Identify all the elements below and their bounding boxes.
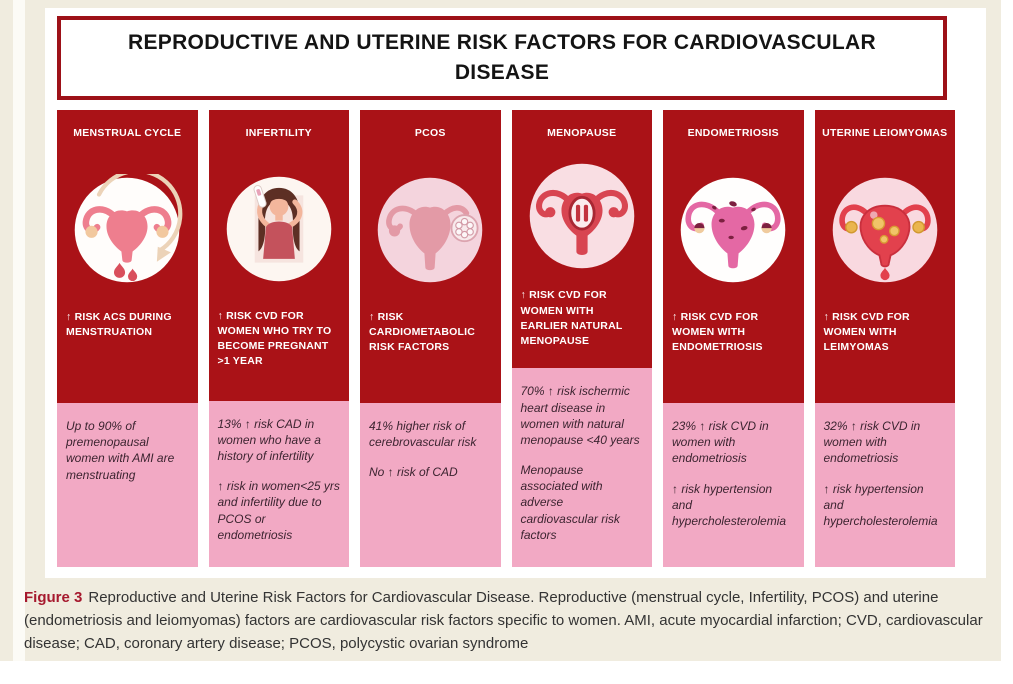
detail-item: ↑ risk hypertension and hypercholesterol… <box>823 481 938 528</box>
column-pcos: PCOS ↑ RISK CARDIOMETABOLIC RI <box>360 110 501 567</box>
column-header: MENOPAUSE <box>547 127 617 139</box>
column-details: 13% ↑ risk CAD in women who have a histo… <box>208 400 349 567</box>
pcos-icon <box>360 166 501 294</box>
column-header: MENSTRUAL CYCLE <box>73 127 182 139</box>
column-risk-statement: ↑ RISK CVD FOR WOMEN WITH LEIMYOMAS <box>823 311 910 354</box>
column-endometriosis: ENDOMETRIOSIS <box>663 110 804 567</box>
detail-item: 13% ↑ risk CAD in women who have a histo… <box>217 416 321 464</box>
column-risk-statement: ↑ RISK ACS DURING MENSTRUATION <box>66 311 172 339</box>
column-header: INFERTILITY <box>245 127 312 139</box>
detail-item: Up to 90% of premenopausal women with AM… <box>66 419 175 482</box>
column-details: Up to 90% of premenopausal women with AM… <box>57 403 198 567</box>
column-menopause: MENOPAUSE ↑ RISK CVD FOR WOMEN WITH EARL… <box>511 110 653 567</box>
detail-item: 23% ↑ risk CVD in women with endometrios… <box>672 419 769 466</box>
detail-item: ↑ risk in women<25 yrs and infertility d… <box>217 479 340 542</box>
column-risk-statement: ↑ RISK CVD FOR WOMEN WITH ENDOMETRIOSIS <box>672 311 763 354</box>
column-risk-statement: ↑ RISK CVD FOR WOMEN WHO TRY TO BECOME P… <box>217 309 332 368</box>
column-details: 23% ↑ risk CVD in women with endometrios… <box>663 403 804 567</box>
endometriosis-icon <box>663 166 804 294</box>
infertility-icon <box>209 166 350 293</box>
menstrual-cycle-icon <box>57 166 198 294</box>
column-infertility: INFERTILITY ↑ R <box>208 110 350 567</box>
column-details: 70% ↑ risk ischermic heart disease in wo… <box>511 368 652 567</box>
column-details: 41% higher risk of cerebrovascular risk … <box>360 403 501 567</box>
detail-item: Menopause associated with adverse cardio… <box>520 463 620 542</box>
column-header: UTERINE LEIOMYOMAS <box>822 127 948 139</box>
detail-item: 41% higher risk of cerebrovascular risk <box>369 419 477 450</box>
figure-caption-label: Figure 3 <box>24 589 83 606</box>
detail-item: ↑ risk hypertension and hypercholesterol… <box>672 481 787 528</box>
figure-panel: REPRODUCTIVE AND UTERINE RISK FACTORS FO… <box>45 8 986 578</box>
uterine-leiomyomas-icon <box>815 166 956 294</box>
figure-caption-text: Reproductive and Uterine Risk Factors fo… <box>24 589 983 652</box>
column-header: ENDOMETRIOSIS <box>687 127 779 139</box>
detail-item: 70% ↑ risk ischermic heart disease in wo… <box>520 384 640 447</box>
menopause-icon <box>512 160 653 272</box>
column-header: PCOS <box>414 127 446 139</box>
figure-title: REPRODUCTIVE AND UTERINE RISK FACTORS FO… <box>128 30 876 84</box>
detail-item: No ↑ risk of CAD <box>369 465 458 480</box>
page-margin-strip <box>13 0 25 661</box>
column-risk-statement: ↑ RISK CVD FOR WOMEN WITH EARLIER NATURA… <box>520 289 623 348</box>
figure-title-box: REPRODUCTIVE AND UTERINE RISK FACTORS FO… <box>57 16 947 100</box>
column-menstrual-cycle: MENSTRUAL CYCLE ↑ RISK ACS DURING MENSTR… <box>57 110 198 567</box>
detail-item: 32% ↑ risk CVD in women with endometrios… <box>823 419 921 466</box>
column-risk-statement: ↑ RISK CARDIOMETABOLIC RISK FACTORS <box>369 311 476 354</box>
figure-caption: Figure 3 Reproductive and Uterine Risk Fa… <box>24 587 990 655</box>
column-details: 32% ↑ risk CVD in women with endometrios… <box>814 403 955 567</box>
risk-factor-columns: MENSTRUAL CYCLE ↑ RISK ACS DURING MENSTR… <box>57 110 955 567</box>
column-uterine-leiomyomas: UTERINE LEIOMYOMAS ↑ RISK CVD FOR WOMEN … <box>814 110 956 567</box>
